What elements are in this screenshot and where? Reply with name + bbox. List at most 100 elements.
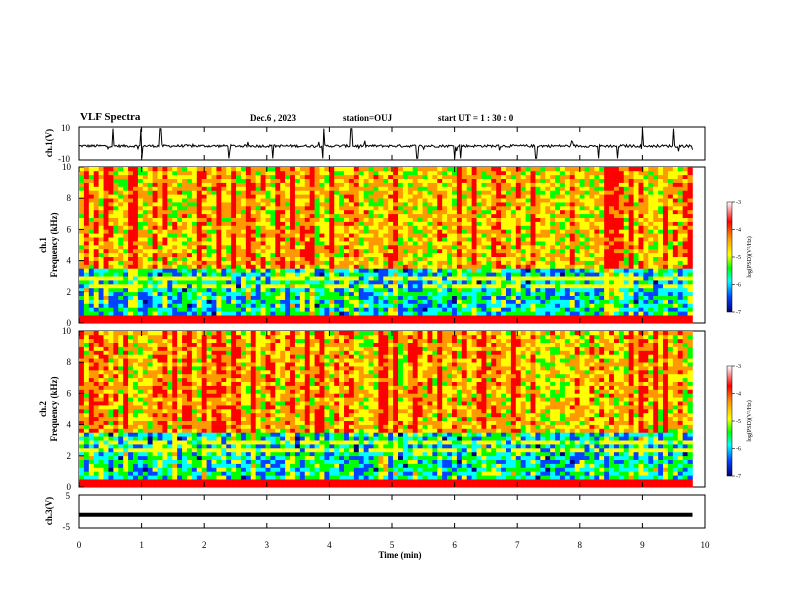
ch1-spec-cell bbox=[663, 213, 669, 218]
ch1-spec-cell bbox=[398, 198, 404, 203]
ch1-spec-cell bbox=[147, 260, 153, 265]
ch1-spec-cell bbox=[157, 252, 163, 257]
ch1-spec-cell bbox=[437, 276, 443, 281]
ch1-spec-cell bbox=[466, 272, 472, 277]
ch1-spec-cell bbox=[559, 190, 566, 195]
ch1-spec-cell bbox=[290, 248, 296, 254]
ch1-spec-cell bbox=[638, 186, 644, 191]
ch1-spec-cell bbox=[304, 276, 310, 281]
ch1-spec-cell bbox=[113, 307, 119, 312]
ch1-spec-cell bbox=[294, 272, 301, 277]
ch1-spec-cell bbox=[231, 256, 237, 261]
ch1-spec-cell bbox=[412, 170, 418, 176]
ch1-spec-cell bbox=[481, 245, 487, 250]
ch1-spec-cell bbox=[407, 284, 414, 289]
ch1-spec-cell bbox=[402, 284, 409, 289]
ch1-spec-cell bbox=[221, 202, 227, 207]
ch1-spec-cell bbox=[422, 167, 428, 172]
ch1-spec-cell bbox=[167, 307, 173, 312]
ch1-spec-cell bbox=[579, 241, 585, 246]
ch1-spec-cell bbox=[167, 287, 173, 293]
ch1-spec-cell bbox=[633, 241, 639, 246]
ch1-spec-cell bbox=[452, 229, 458, 234]
ch1-spec-cell bbox=[93, 241, 99, 246]
ch1-spec-cell bbox=[633, 299, 639, 304]
ch1-spec-cell bbox=[667, 202, 674, 207]
ch1-spec-cell bbox=[167, 213, 173, 218]
ch1-spec-cell bbox=[481, 264, 487, 269]
ch1-spec-cell bbox=[530, 272, 536, 277]
ch1-spec-cell bbox=[456, 213, 463, 218]
ch1-spec-cell bbox=[623, 284, 629, 289]
ch1-spec-cell bbox=[417, 303, 423, 308]
ch1-spec-cell bbox=[466, 276, 472, 281]
ch1-spec-cell bbox=[353, 198, 360, 203]
ch1-spec-cell bbox=[113, 287, 119, 293]
ch1-spec-cell bbox=[643, 225, 649, 230]
ch1-spec-cell bbox=[677, 174, 683, 179]
ch1-spec-cell bbox=[285, 186, 291, 191]
ch1-spec-cell bbox=[339, 252, 345, 257]
ch1-spec-cell bbox=[294, 178, 301, 183]
ch1-spec-cell bbox=[398, 241, 404, 246]
ch1-spec-cell bbox=[599, 229, 605, 234]
ch1-spec-cell bbox=[280, 170, 286, 176]
ch1-spec-cell bbox=[226, 178, 232, 183]
ch1-spec-cell bbox=[324, 221, 330, 226]
ch1-spec-cell bbox=[108, 303, 114, 308]
ch1-spec-cell bbox=[79, 252, 85, 257]
ch1-spec-cell bbox=[545, 225, 551, 230]
ch1-spec-cell bbox=[393, 287, 399, 293]
ch1-spec-cell bbox=[339, 174, 345, 179]
ch1-spec-cell bbox=[285, 237, 291, 242]
ch1-spec-cell bbox=[633, 225, 639, 230]
ch1-spec-cell bbox=[152, 170, 158, 176]
ch1-spec-cell bbox=[79, 217, 85, 222]
ch1-spec-cell bbox=[290, 186, 296, 191]
ch1-spec-cell bbox=[398, 268, 404, 273]
ch1-spec-cell bbox=[535, 272, 541, 277]
ch1-spec-cell bbox=[393, 248, 399, 254]
ch1-spec-cell bbox=[407, 303, 414, 308]
ch1-spec-cell bbox=[456, 225, 463, 230]
ch1-spec-cell bbox=[285, 198, 291, 203]
ch1-spec-cell bbox=[363, 209, 369, 215]
ch1-spec-cell bbox=[648, 178, 654, 183]
ch1-spec-cell bbox=[604, 256, 610, 261]
ch1-spec-cell bbox=[201, 311, 207, 316]
ch1-spec-cell bbox=[157, 268, 163, 273]
ch1-spec-cell bbox=[481, 198, 487, 203]
ch1-spec-cell bbox=[461, 217, 468, 222]
ch1-spec-cell bbox=[437, 295, 443, 300]
ch1-spec-cell bbox=[417, 194, 423, 199]
ch1-spec-cell bbox=[167, 315, 173, 320]
ch1-spec-cell bbox=[579, 245, 585, 250]
ch1-spec-cell bbox=[191, 264, 198, 269]
ch1-spec-cell bbox=[314, 299, 320, 304]
ch1-spec-cell bbox=[471, 202, 477, 207]
ch1-spec-cell bbox=[609, 291, 615, 296]
ch1-spec-cell bbox=[167, 237, 173, 242]
ch1-spec-cell bbox=[618, 260, 625, 265]
ch1-spec-cell bbox=[398, 280, 404, 285]
ch1-spec-cell bbox=[609, 174, 615, 179]
ch1-spec-cell bbox=[236, 307, 242, 312]
ch1-spec-cell bbox=[309, 303, 315, 308]
ch1-spec-cell bbox=[294, 206, 301, 211]
ch1-spec-cell bbox=[550, 264, 556, 269]
ch1-spec-cell bbox=[471, 209, 477, 215]
ch1-spec-cell bbox=[265, 170, 271, 176]
ch1-spec-cell bbox=[162, 276, 168, 281]
ch1-spec-cell bbox=[407, 272, 414, 277]
ch1-spec-cell bbox=[555, 291, 561, 296]
ch1-spec-cell bbox=[589, 233, 595, 238]
ch1-spec-cell bbox=[663, 209, 669, 215]
ch1-spec-cell bbox=[461, 209, 468, 215]
ch1-spec-cell bbox=[545, 237, 551, 242]
ch1-spec-cell bbox=[98, 194, 104, 199]
ch1-spec-cell bbox=[515, 311, 522, 316]
ch1-spec-cell bbox=[255, 303, 261, 308]
ch1-spec-cell bbox=[466, 186, 472, 191]
ch1-spec-cell bbox=[88, 315, 95, 320]
ch1-spec-cell bbox=[618, 198, 625, 203]
